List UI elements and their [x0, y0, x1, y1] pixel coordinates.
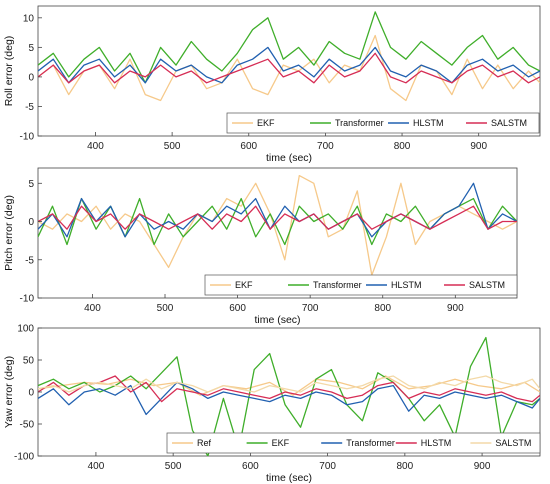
panel-1-legend: EKF Transformer HLSTM SALSTM [226, 112, 540, 134]
panel-1-legend-label-hlstm: HLSTM [413, 118, 444, 128]
panel-2-x-tick-label: 800 [374, 303, 391, 314]
panel-3-legend: Ref EKF Transformer HLSTM SALSTM [166, 432, 541, 454]
panel-2-series-group [38, 174, 517, 276]
panel-2-legend-label-transformer: Transformer [313, 280, 362, 290]
panel-1-x-tick-label: 800 [394, 141, 411, 152]
panel-2-x-tick-label: 700 [302, 303, 319, 314]
panel-2-y-axis-label: Pitch error (deg) [3, 195, 15, 271]
panel-3-x-tick-label: 500 [165, 461, 182, 472]
panel-3: 400 500 600 700 800 900 -100 -50 0 50 100 time (sec… [3, 324, 541, 484]
panel-1-y-axis-label: Roll error (deg) [3, 36, 15, 107]
panel-1-series-salstm-line [38, 52, 540, 84]
panel-3-x-tick-label: 900 [474, 461, 491, 472]
panel-2-y-tick-label: -10 [20, 294, 35, 305]
panel-1-y-tick-label: -5 [25, 102, 34, 113]
panel-3-y-tick-label: 50 [23, 356, 35, 367]
panel-2-y-tick-label: 0 [28, 217, 34, 228]
panel-3-legend-box [166, 432, 541, 454]
panel-3-x-axis-label: time (sec) [266, 472, 312, 484]
panel-1-series-hlstm-line [38, 46, 540, 84]
panel-1-x-axis-label: time (sec) [266, 152, 312, 164]
panel-1-series-group [38, 11, 540, 102]
panel-2-legend: EKF Transformer HLSTM SALSTM [204, 274, 518, 296]
panel-3-y-tick-label: 100 [17, 324, 34, 335]
panel-2-x-tick-label: 500 [157, 303, 174, 314]
panel-3-legend-label-ekf: EKF [272, 438, 290, 448]
panel-1-legend-label-salstm: SALSTM [491, 118, 527, 128]
panel-3-legend-label-salstm: SALSTM [495, 438, 531, 448]
panel-3-legend-label-transformer: Transformer [346, 438, 395, 448]
panel-1-x-tick-label: 600 [240, 141, 257, 152]
panel-1-series-transformer-line [38, 11, 540, 84]
panel-1-y-tick-label: 5 [28, 43, 34, 54]
panel-3-y-tick-label: 0 [28, 388, 34, 399]
panel-1-x-tick-label: 400 [87, 141, 104, 152]
panel-1-x-tick-label: 500 [164, 141, 181, 152]
panel-1-legend-box [226, 112, 540, 134]
panel-1-y-tick-label: 10 [23, 13, 35, 24]
panel-3-x-tick-label: 600 [242, 461, 259, 472]
panel-3-x-tick-label: 400 [88, 461, 105, 472]
panel-2-legend-label-salstm: SALSTM [469, 280, 505, 290]
panel-3-y-tick-label: -100 [14, 452, 34, 463]
panel-3-series-salstm-line [38, 375, 540, 393]
panel-1-legend-label-ekf: EKF [257, 118, 275, 128]
panel-3-legend-label-hlstm: HLSTM [421, 438, 452, 448]
panel-2-x-tick-label: 600 [229, 303, 246, 314]
panel-1: 400 500 600 700 800 900 -10 -5 0 5 10 time (sec) Rol… [3, 5, 541, 164]
panel-2-y-tick-label: 5 [28, 179, 34, 190]
panel-3-series-group [38, 336, 540, 456]
panel-2-x-tick-label: 400 [84, 303, 101, 314]
panel-2-x-axis-label: time (sec) [254, 314, 300, 326]
panel-3-x-tick-label: 700 [319, 461, 336, 472]
panel-1-y-tick-label: -10 [20, 132, 35, 143]
panel-1-x-tick-label: 900 [470, 141, 487, 152]
panel-3-legend-label-ref: Ref [197, 438, 212, 448]
panel-2-legend-label-ekf: EKF [235, 280, 253, 290]
panel-1-y-tick-label: 0 [28, 72, 34, 83]
panel-2-x-tick-label: 900 [447, 303, 464, 314]
panel-2-y-tick-label: -5 [25, 255, 34, 266]
panel-3-x-tick-label: 800 [397, 461, 414, 472]
panel-3-series-ekf-line [38, 336, 540, 456]
panel-1-x-tick-label: 700 [317, 141, 334, 152]
panel-3-y-tick-label: -50 [20, 420, 35, 431]
panel-2-series-salstm-line [38, 205, 517, 230]
panel-1-legend-label-transformer: Transformer [335, 118, 384, 128]
panel-2-legend-box [204, 274, 518, 296]
panel-3-y-axis-label: Yaw error (deg) [3, 356, 15, 428]
panel-3-series-transformer-line [38, 381, 540, 416]
panel-3-series-hlstm-line [38, 375, 540, 403]
panel-2: 400 500 600 700 800 900 -10 -5 0 5 time (sec) Pitch… [3, 167, 518, 326]
panel-2-legend-label-hlstm: HLSTM [391, 280, 422, 290]
